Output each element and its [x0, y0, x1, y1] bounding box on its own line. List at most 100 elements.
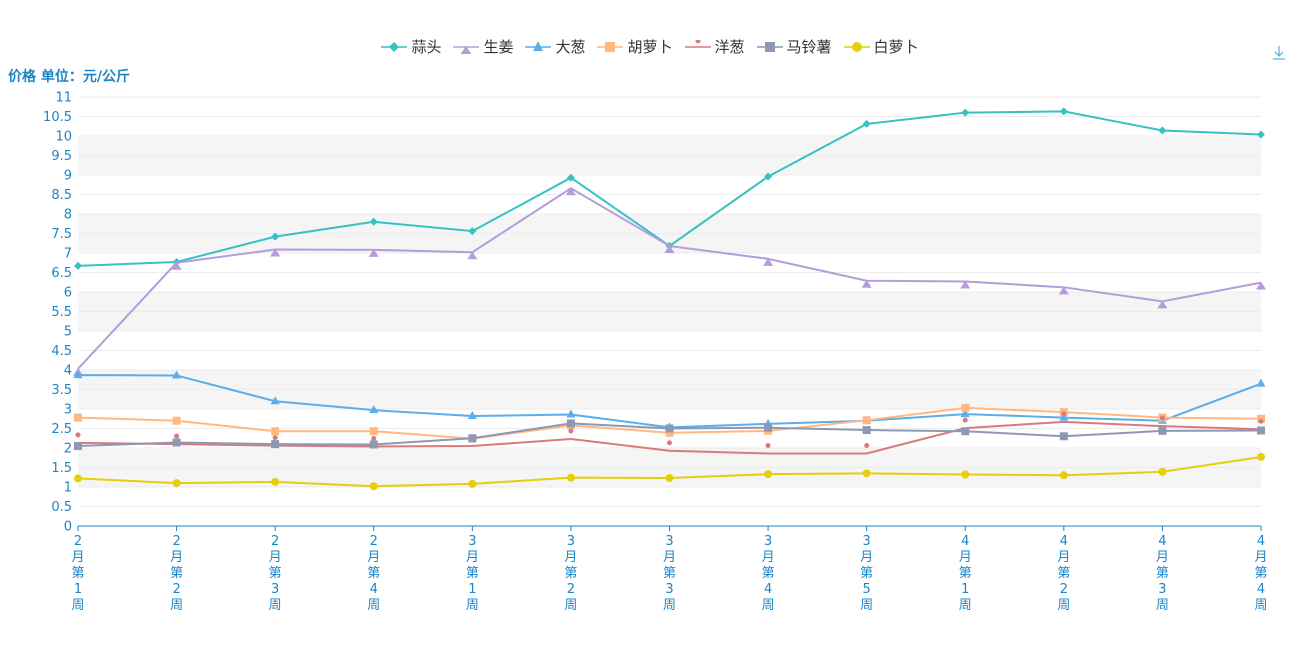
y-tick-label: 3 — [64, 403, 72, 418]
data-point — [271, 427, 280, 436]
data-point — [763, 257, 774, 266]
data-point — [1257, 426, 1265, 435]
data-point — [371, 435, 377, 441]
data-point — [172, 479, 181, 488]
y-tick-label: 6.5 — [51, 266, 72, 281]
x-tick-label: 3 月第 3 周 — [663, 534, 676, 613]
y-tick-label: 3.5 — [51, 383, 72, 398]
data-point — [960, 409, 970, 418]
data-point — [1158, 426, 1167, 435]
y-tick-label: 9.5 — [51, 149, 72, 164]
legend-item[interactable]: 生姜 — [453, 36, 513, 57]
y-tick-label: 8.5 — [51, 188, 72, 203]
data-point — [862, 426, 871, 435]
y-tick-label: 0.5 — [51, 500, 72, 515]
data-point — [73, 370, 83, 379]
y-tick-label: 5 — [64, 325, 72, 340]
y-tick-label: 1 — [64, 481, 72, 496]
x-tick-label: 4 月第 1 周 — [959, 534, 972, 613]
x-tick-label: 2 月第 2 周 — [170, 534, 183, 613]
legend-label: 洋葱 — [714, 38, 745, 56]
y-axis: 0 0.5 1 1.5 2 2.5 3 3.5 4 4.5 5 5.5 6 6.5 7 7.5 8 8.5 9 9.5… — [43, 91, 72, 535]
data-point — [764, 172, 773, 181]
y-tick-label: 11 — [55, 91, 72, 106]
data-point — [960, 280, 971, 289]
x-tick-label: 4 月第 3 周 — [1156, 534, 1169, 613]
data-point — [369, 482, 378, 491]
y-tick-label: 8 — [64, 208, 72, 223]
data-point — [74, 474, 82, 483]
data-point — [368, 248, 379, 257]
y-tick-label: 0 — [64, 520, 72, 535]
data-point — [74, 261, 82, 270]
data-point — [369, 217, 378, 226]
y-tick-label: 5.5 — [51, 305, 72, 320]
legend-item[interactable]: 马铃薯 — [756, 36, 832, 57]
legend-symbol — [525, 40, 552, 51]
series-6 — [74, 419, 1265, 451]
x-tick-label: 3 月第 2 周 — [564, 534, 577, 613]
x-tick-label: 2 月第 3 周 — [269, 534, 282, 613]
data-point — [961, 427, 970, 436]
legend-item[interactable]: 蒜头 — [381, 36, 441, 57]
legend-item[interactable]: 胡萝卜 — [597, 36, 673, 57]
series-7 — [74, 452, 1265, 491]
y-axis-title: 价格 单位：元/公斤 — [8, 69, 130, 85]
data-point — [961, 403, 970, 412]
data-point — [764, 423, 773, 432]
x-tick-label: 4 月第 2 周 — [1057, 534, 1070, 613]
data-point — [1158, 467, 1167, 476]
data-point — [665, 424, 674, 433]
y-tick-label: 1.5 — [51, 461, 72, 476]
download-icon[interactable] — [1270, 44, 1288, 62]
y-tick-label: 7 — [64, 247, 72, 262]
data-point — [864, 442, 870, 448]
x-tick-label: 2 月第 1 周 — [71, 534, 84, 613]
x-tick-label: 4 月第 4 周 — [1254, 534, 1267, 613]
y-tick-label: 4 — [64, 364, 72, 379]
data-point — [566, 419, 575, 428]
data-point — [172, 438, 181, 447]
data-point — [369, 440, 378, 449]
data-point — [961, 470, 970, 479]
data-point — [172, 416, 181, 425]
data-point — [565, 187, 576, 196]
x-tick-label: 2 月第 4 周 — [367, 534, 380, 613]
data-point — [174, 433, 180, 439]
legend-symbol — [684, 39, 711, 48]
data-point — [1059, 471, 1068, 480]
data-point — [74, 413, 82, 422]
data-point — [1059, 432, 1068, 441]
data-point — [862, 469, 871, 478]
legend-symbol — [843, 41, 870, 52]
x-axis: 2 月第 1 周 2 月第 2 周 2 月第 3 周 2 月第 4 周 3 月第 1 周 3 月第 2 周 3 月第 3 周 3 月第 4 周… — [71, 526, 1268, 613]
chart-legend: 蒜头 生姜 大葱 胡萝卜 洋葱 马铃薯 白萝卜 — [0, 36, 1300, 58]
legend-label: 大葱 — [555, 38, 586, 56]
legend-label: 白萝卜 — [873, 38, 919, 56]
legend-symbol — [381, 41, 408, 52]
data-point — [1158, 126, 1167, 135]
legend-label: 马铃薯 — [786, 38, 832, 56]
y-tick-label: 6 — [64, 286, 72, 301]
data-point — [271, 477, 280, 486]
data-point — [765, 442, 771, 448]
data-point — [171, 261, 182, 270]
legend-item[interactable]: 洋葱 — [684, 36, 745, 57]
data-point — [1258, 418, 1264, 424]
y-tick-label: 10.5 — [43, 110, 72, 125]
data-point — [1059, 412, 1069, 421]
y-tick-label: 4.5 — [51, 344, 72, 359]
data-point — [665, 474, 674, 483]
legend-item[interactable]: 大葱 — [525, 36, 585, 57]
legend-label: 胡萝卜 — [627, 38, 673, 56]
data-point — [172, 370, 182, 379]
data-point — [468, 434, 477, 443]
legend-item[interactable]: 白萝卜 — [843, 36, 919, 57]
x-tick-label: 3 月第 5 周 — [860, 534, 873, 613]
data-point — [270, 396, 280, 405]
data-point — [566, 409, 576, 418]
data-point — [468, 479, 477, 488]
data-point — [1159, 415, 1165, 421]
y-tick-label: 7.5 — [51, 227, 72, 242]
